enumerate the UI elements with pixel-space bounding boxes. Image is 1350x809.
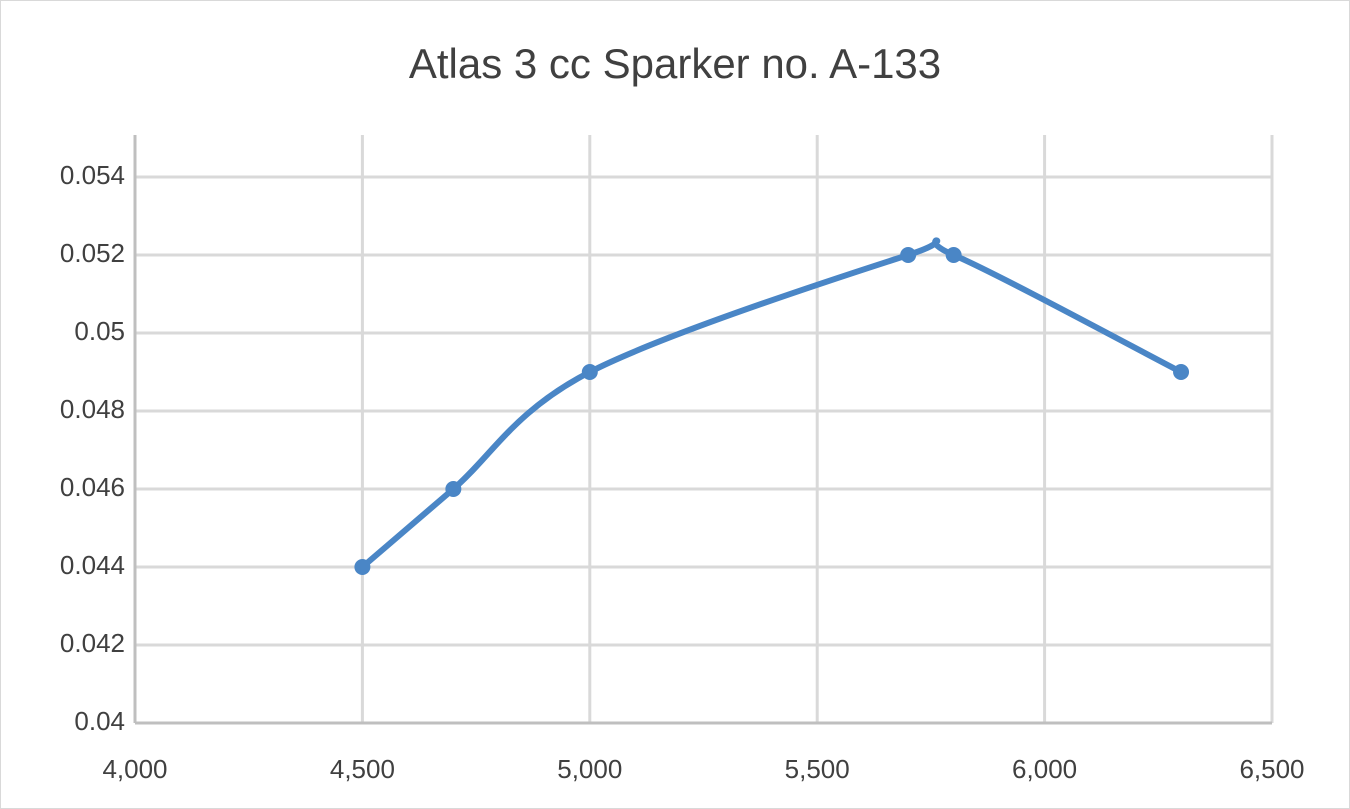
x-tick-label: 5,500 xyxy=(785,754,850,784)
y-tick-label: 0.044 xyxy=(60,550,125,580)
y-tick-label: 0.052 xyxy=(60,238,125,268)
data-point xyxy=(900,247,917,263)
data-point xyxy=(445,481,462,497)
data-point xyxy=(581,364,598,380)
y-tick-label: 0.04 xyxy=(74,706,125,736)
x-tick-label: 5,000 xyxy=(557,754,622,784)
chart-title: Atlas 3 cc Sparker no. A-133 xyxy=(409,40,941,87)
x-tick-label: 6,500 xyxy=(1239,754,1304,784)
y-tick-label: 0.048 xyxy=(60,394,125,424)
x-tick-label: 6,000 xyxy=(1012,754,1077,784)
x-tick-label: 4,000 xyxy=(102,754,167,784)
data-point xyxy=(945,247,962,263)
y-tick-label: 0.054 xyxy=(60,160,125,190)
x-tick-label: 4,500 xyxy=(330,754,395,784)
y-tick-label: 0.05 xyxy=(74,316,125,346)
y-tick-label: 0.046 xyxy=(60,472,125,502)
y-tick-label: 0.042 xyxy=(60,628,125,658)
data-point xyxy=(1173,364,1190,380)
data-point xyxy=(354,559,371,575)
